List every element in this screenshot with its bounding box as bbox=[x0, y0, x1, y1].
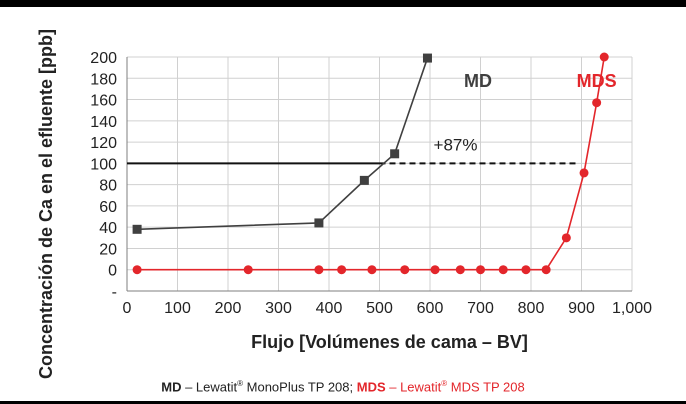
chart-panel: 0 100 200 300 400 500 600 700 800 900 1,000-0 20 40 6… bbox=[0, 7, 686, 401]
caption-md-text: – Lewatit bbox=[181, 379, 238, 395]
y-tick-label-1: 0 bbox=[108, 263, 117, 280]
x-tick-label-7: 700 bbox=[467, 300, 494, 317]
series-label-md: MD bbox=[464, 71, 492, 91]
caption-md-label: MD bbox=[161, 379, 182, 395]
caption-md-registered: ® bbox=[237, 379, 244, 388]
x-axis-title: Flujo [Volúmenes de cama – BV] bbox=[251, 332, 528, 352]
x-tick-label-6: 600 bbox=[417, 300, 444, 317]
chart: 0 100 200 300 400 500 600 700 800 900 1,000-020406… bbox=[36, 29, 652, 379]
y-tick-label-9: 160 bbox=[90, 93, 117, 110]
data-point-mds-6 bbox=[430, 265, 440, 275]
x-tick-label-8: 800 bbox=[518, 300, 545, 317]
data-point-md-3 bbox=[390, 149, 400, 159]
data-point-md-2 bbox=[359, 175, 369, 185]
data-point-mds-14 bbox=[592, 98, 602, 108]
annotation-0: +87% bbox=[434, 136, 478, 155]
y-axis-title: Concentración de Ca en el efluente [ppb] bbox=[36, 29, 56, 379]
data-point-mds-8 bbox=[476, 265, 485, 275]
y-tick-label-3: 40 bbox=[99, 220, 117, 237]
series-label-mds: MDS bbox=[577, 71, 617, 91]
chart-caption: MD – Lewatit® MonoPlus TP 208; MDS – Lew… bbox=[0, 379, 686, 394]
caption-mds-label: MDS bbox=[356, 379, 386, 395]
y-tick-label-11: 200 bbox=[90, 50, 117, 67]
y-tick-label-6: 100 bbox=[90, 156, 117, 173]
y-tick-label-2: 20 bbox=[99, 241, 117, 258]
data-point-mds-13 bbox=[579, 168, 589, 178]
caption-md-product: MonoPlus TP 208; bbox=[243, 379, 357, 395]
caption-mds-registered: ® bbox=[441, 379, 448, 388]
data-point-mds-2 bbox=[314, 265, 324, 275]
x-tick-label-0: 0 bbox=[123, 300, 132, 317]
data-point-mds-7 bbox=[455, 265, 465, 275]
series-line-mds bbox=[137, 56, 606, 271]
data-point-md-1 bbox=[314, 218, 324, 228]
y-tick-label-7: 120 bbox=[90, 135, 117, 152]
y-tick-label-4: 60 bbox=[99, 199, 117, 216]
data-point-md-0 bbox=[132, 224, 142, 234]
x-tick-label-1: 100 bbox=[164, 300, 191, 317]
caption-mds-product: MDS TP 208 bbox=[447, 379, 525, 395]
data-point-mds-4 bbox=[367, 265, 377, 275]
y-tick-label-8: 140 bbox=[90, 114, 117, 131]
data-point-mds-0 bbox=[132, 265, 142, 275]
x-tick-label-3: 300 bbox=[265, 300, 292, 317]
x-tick-label-10: 1,000 bbox=[612, 300, 652, 317]
data-point-mds-12 bbox=[561, 233, 571, 243]
x-tick-label-9: 900 bbox=[568, 300, 595, 317]
y-tick-label-10: 180 bbox=[90, 71, 117, 88]
data-point-md-4 bbox=[422, 53, 432, 63]
y-tick-label-0: - bbox=[112, 284, 117, 301]
data-point-mds-11 bbox=[541, 265, 551, 275]
y-tick-label-5: 80 bbox=[99, 178, 117, 195]
x-tick-label-4: 400 bbox=[316, 300, 343, 317]
data-point-mds-5 bbox=[400, 265, 410, 275]
x-tick-label-5: 500 bbox=[366, 300, 393, 317]
x-tick-label-2: 200 bbox=[215, 300, 242, 317]
series-line-md bbox=[137, 57, 429, 231]
caption-mds-text: – Lewatit bbox=[385, 379, 442, 395]
data-point-mds-10 bbox=[521, 265, 531, 275]
data-point-mds-3 bbox=[337, 265, 347, 275]
data-point-mds-1 bbox=[243, 265, 253, 275]
data-point-mds-9 bbox=[498, 265, 508, 275]
data-point-mds-15 bbox=[599, 52, 609, 62]
